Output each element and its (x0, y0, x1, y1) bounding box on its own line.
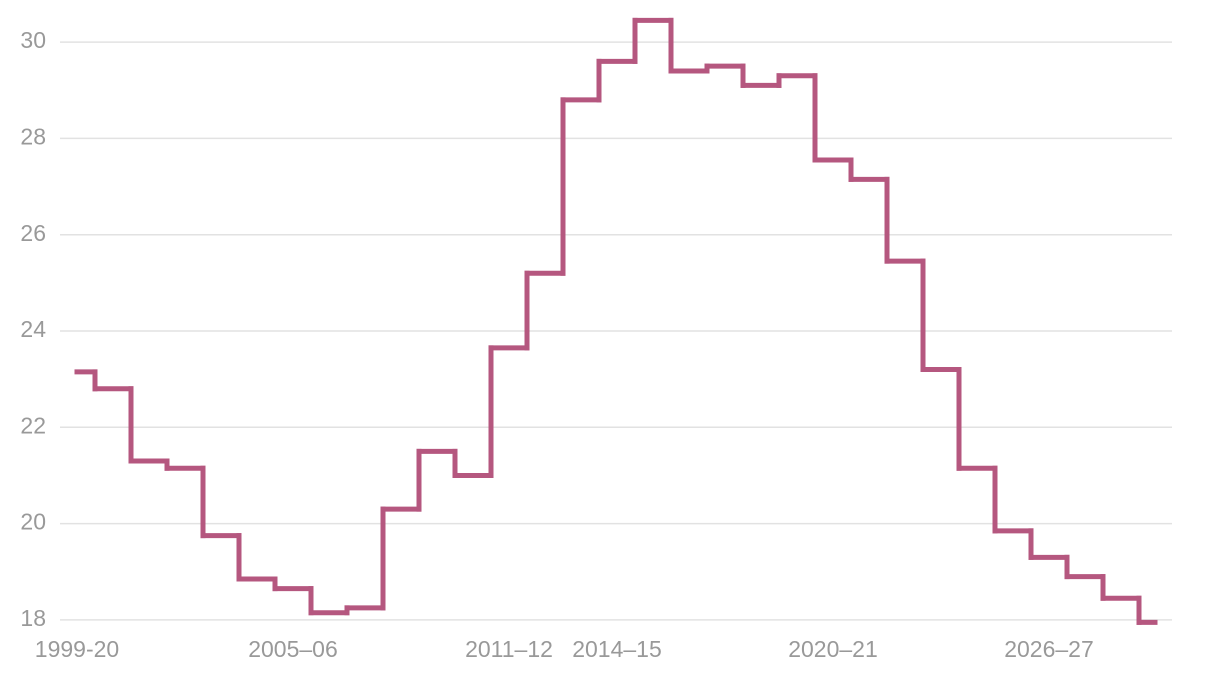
y-tick-label: 22 (20, 412, 46, 438)
x-tick-label: 2011–12 (465, 636, 553, 662)
y-tick-label: 18 (20, 605, 46, 631)
x-tick-label: 2005–06 (248, 636, 338, 662)
y-tick-label: 24 (20, 316, 46, 342)
y-tick-label: 20 (20, 509, 46, 535)
x-tick-label: 2026–27 (1004, 636, 1094, 662)
y-tick-label: 28 (20, 123, 46, 149)
y-tick-label: 26 (20, 220, 46, 246)
x-tick-label: 1999-20 (35, 636, 119, 662)
y-tick-label: 30 (20, 27, 46, 53)
x-tick-label: 2020–21 (788, 636, 878, 662)
x-tick-label: 2014–15 (572, 636, 662, 662)
